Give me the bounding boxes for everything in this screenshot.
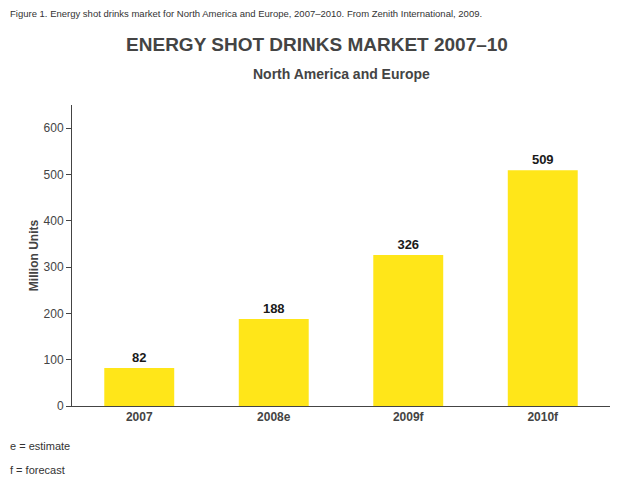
- svg-text:326: 326: [397, 237, 419, 252]
- svg-text:f = forecast: f = forecast: [10, 464, 65, 476]
- svg-text:500: 500: [44, 168, 64, 182]
- svg-text:2010f: 2010f: [527, 410, 559, 424]
- svg-text:2007: 2007: [126, 410, 153, 424]
- svg-text:2009f: 2009f: [393, 410, 425, 424]
- svg-text:600: 600: [44, 121, 64, 135]
- svg-text:Figure 1. Energy shot drinks m: Figure 1. Energy shot drinks market for …: [10, 8, 482, 19]
- svg-text:509: 509: [532, 152, 554, 167]
- svg-text:2008e: 2008e: [257, 410, 291, 424]
- svg-text:300: 300: [44, 260, 64, 274]
- svg-text:400: 400: [44, 214, 64, 228]
- svg-text:100: 100: [44, 353, 64, 367]
- svg-text:e = estimate: e = estimate: [10, 440, 70, 452]
- svg-text:ENERGY SHOT DRINKS MARKET 2007: ENERGY SHOT DRINKS MARKET 2007–10: [126, 34, 508, 55]
- svg-text:Million Units: Million Units: [27, 220, 41, 292]
- svg-text:0: 0: [57, 399, 64, 413]
- svg-text:North America and Europe: North America and Europe: [253, 66, 430, 82]
- svg-text:188: 188: [263, 301, 285, 316]
- svg-text:200: 200: [44, 307, 64, 321]
- svg-text:82: 82: [132, 350, 146, 365]
